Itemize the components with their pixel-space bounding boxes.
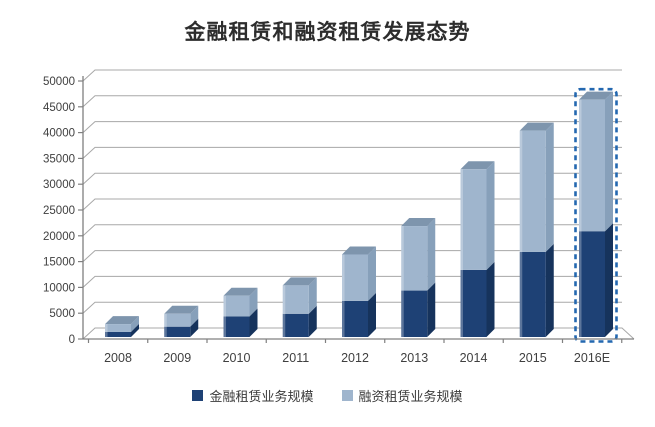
bar-2009 [164,305,199,337]
svg-text:2012: 2012 [341,351,369,365]
bar-2008 [105,316,139,337]
chart-title: 金融租赁和融资租赁发展态势 [184,21,471,44]
svg-text:25000: 25000 [43,205,75,217]
svg-text:2013: 2013 [400,351,428,365]
axes [82,76,634,340]
svg-text:20000: 20000 [43,231,75,243]
legend-label-finance-leasing: 融资租赁业务规模 [358,389,463,404]
svg-text:2008: 2008 [104,351,132,365]
bar-2011 [282,277,317,337]
bar-2015 [519,122,554,337]
svg-text:30000: 30000 [43,179,75,191]
x-axis-labels: 2008 2009 2010 2011 2012 2013 2014 2015 2016E [87,339,623,365]
svg-text:35000: 35000 [43,153,75,165]
svg-text:10000: 10000 [43,282,75,294]
legend: 金融租赁业务规模 融资租赁业务规模 [0,386,655,405]
legend-swatch-finance-leasing-icon [341,390,353,401]
bar-2016E [574,87,618,343]
bars [105,87,618,343]
svg-text:2009: 2009 [163,351,191,365]
svg-text:2015: 2015 [519,351,547,365]
bar-2013 [401,218,436,337]
svg-text:15000: 15000 [43,257,75,269]
legend-item-finance-leasing: 融资租赁业务规模 [341,386,463,405]
bar-2010 [223,287,258,337]
svg-text:2011: 2011 [282,351,309,365]
svg-text:50000: 50000 [43,76,75,88]
gridlines [82,69,635,340]
svg-text:45000: 45000 [43,102,75,114]
bar-2014 [460,161,495,337]
svg-text:2016E: 2016E [574,351,610,365]
svg-text:2014: 2014 [460,351,488,365]
svg-text:5000: 5000 [49,308,75,320]
legend-swatch-financial-leasing-icon [192,390,204,401]
svg-text:40000: 40000 [43,128,75,140]
legend-label-financial-leasing: 金融租赁业务规模 [209,389,314,404]
svg-text:0: 0 [69,334,75,346]
legend-item-financial-leasing: 金融租赁业务规模 [192,386,314,405]
svg-text:2010: 2010 [223,351,251,365]
y-axis-labels: 0 5000 10000 15000 20000 25000 30000 35000 40000… [43,76,83,346]
bar-2012 [342,246,376,337]
